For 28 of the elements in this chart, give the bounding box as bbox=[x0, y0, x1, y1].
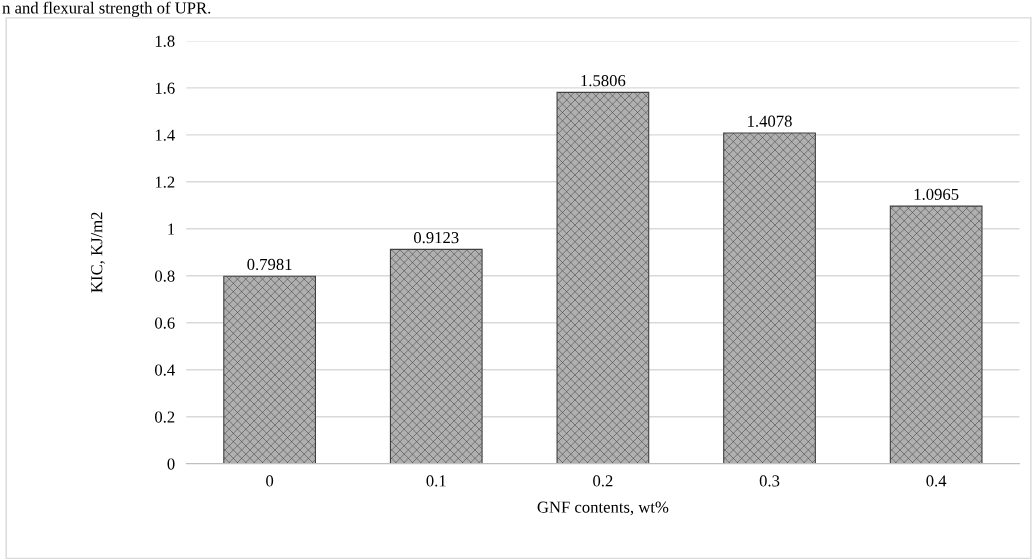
data-label: 0.9123 bbox=[413, 231, 459, 244]
y-tick-label: 1.6 bbox=[155, 82, 175, 94]
x-tick-label: 0.3 bbox=[759, 475, 780, 487]
y-tick-label: 1 bbox=[168, 223, 175, 235]
x-tick-label: 0 bbox=[266, 475, 274, 487]
text: n and flexural strength of UPR. bbox=[2, 1, 211, 18]
data-label: 0.7981 bbox=[247, 258, 292, 271]
bar bbox=[389, 248, 483, 464]
bar bbox=[556, 91, 650, 464]
y-tick-label: 0.8 bbox=[154, 270, 175, 282]
x-axis-title: GNF contents, wt% bbox=[537, 501, 669, 516]
y-tick-label: 1.8 bbox=[155, 35, 175, 47]
bar bbox=[223, 275, 316, 464]
x-tick-label: 0.4 bbox=[926, 475, 947, 487]
data-label: 1.4078 bbox=[748, 115, 792, 127]
bar bbox=[889, 205, 983, 464]
y-tick-label: 0 bbox=[167, 458, 175, 470]
bar bbox=[723, 132, 816, 464]
y-tick-label: 1.2 bbox=[155, 176, 175, 188]
y-tick-label: 0.4 bbox=[154, 364, 175, 376]
y-axis-title: KIC, KJ/m2 bbox=[91, 212, 105, 293]
y-tick-label: 1.4 bbox=[155, 129, 175, 141]
x-tick-label: 0.2 bbox=[593, 475, 613, 487]
data-label: 1.5806 bbox=[581, 75, 626, 87]
y-tick-label: 0.6 bbox=[154, 317, 175, 329]
x-tick-label: 0.1 bbox=[426, 475, 446, 487]
data-label: 1.0965 bbox=[914, 188, 959, 201]
y-tick-label: 0.2 bbox=[154, 411, 175, 423]
